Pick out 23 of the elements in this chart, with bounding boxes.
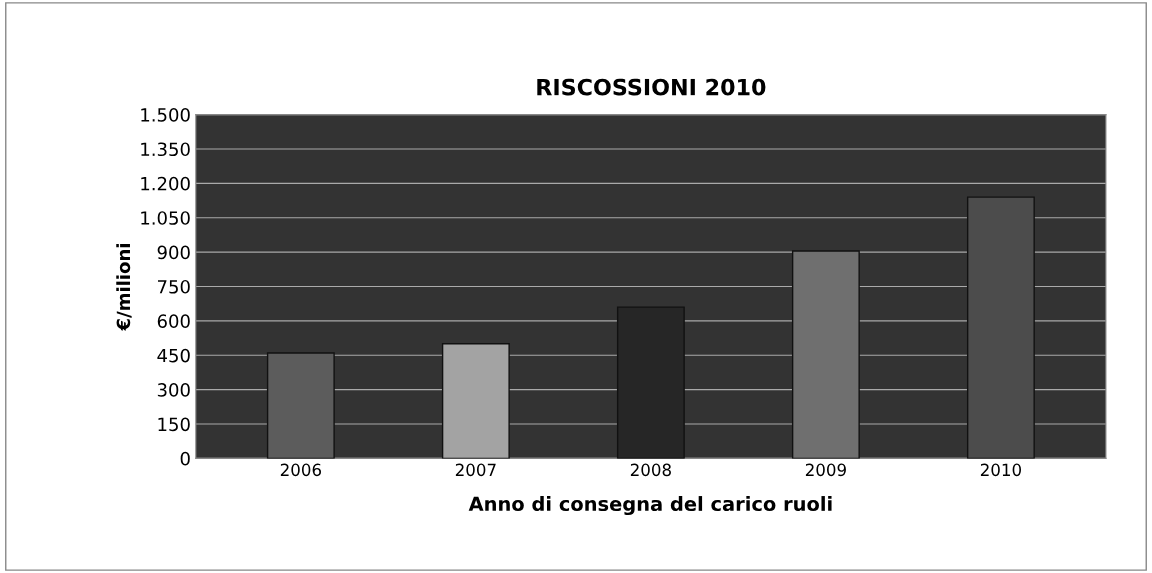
y-tick-label: 0	[180, 451, 190, 466]
x-tick-label: 2010	[980, 463, 1022, 477]
bar	[266, 352, 335, 459]
y-tick-label: 450	[157, 348, 190, 363]
y-tick-label: 750	[158, 279, 190, 294]
x-tick-label: 2006	[280, 463, 322, 477]
x-tick-label: 2008	[630, 463, 671, 477]
bar	[966, 196, 1035, 459]
y-axis-title: €/milioni	[116, 244, 132, 331]
y-tick-label: 1.500	[141, 108, 190, 122]
chart-title: RISCOSSIONI 2010	[537, 78, 766, 96]
x-tick-label: 2007	[455, 463, 496, 477]
bar	[791, 250, 860, 459]
y-tick-label: 1.050	[141, 211, 190, 225]
x-axis-title: Anno di consegna del carico ruoli	[468, 496, 832, 516]
x-tick-label: 2009	[805, 463, 846, 477]
y-tick-label: 600	[157, 314, 190, 328]
y-tick-label: 900	[157, 245, 190, 260]
y-tick-label: 150	[158, 417, 190, 432]
bar	[616, 306, 685, 459]
y-tick-label: 1.200	[141, 176, 190, 191]
y-tick-label: 1.350	[141, 142, 190, 157]
y-tick-label: 300	[157, 383, 190, 397]
